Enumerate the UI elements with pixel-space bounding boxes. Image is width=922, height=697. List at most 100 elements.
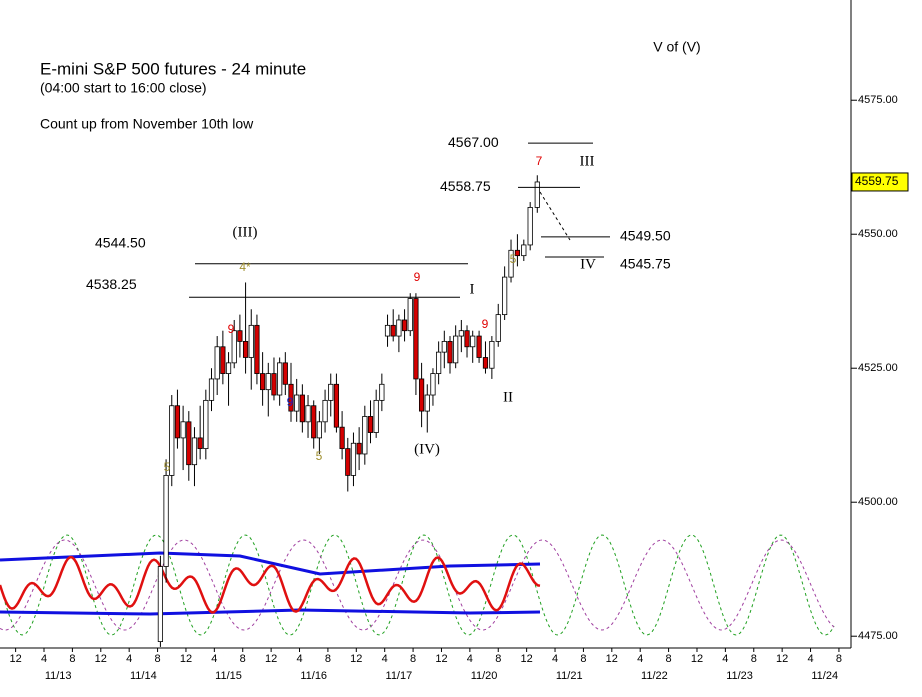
candle-body <box>328 383 334 401</box>
candle-body <box>254 324 260 374</box>
candle-body <box>379 383 385 401</box>
date-label: 11/23 <box>726 670 753 682</box>
level-label: 4549.50 <box>620 228 671 244</box>
x-tick-label: 4 <box>467 653 473 665</box>
candle-body <box>203 399 209 450</box>
candle-body <box>470 335 476 348</box>
x-tick-label: 8 <box>580 653 586 665</box>
candle-body <box>186 421 192 466</box>
x-tick-label: 12 <box>691 653 703 665</box>
x-tick-label: 12 <box>265 653 277 665</box>
wave-label: IV <box>580 256 596 272</box>
candle-body <box>458 330 464 337</box>
x-tick-label: 12 <box>9 653 21 665</box>
wave-label: V of (V) <box>653 39 700 55</box>
candle-body <box>413 298 419 380</box>
x-tick-label: 8 <box>325 653 331 665</box>
date-label: 11/16 <box>300 670 327 682</box>
candle-body <box>508 249 514 278</box>
level-label: 4567.00 <box>448 134 499 150</box>
candle-body <box>265 373 271 391</box>
x-tick-label: 8 <box>410 653 416 665</box>
candle-body <box>277 362 283 396</box>
candle-body <box>163 475 169 567</box>
x-tick-label: 8 <box>155 653 161 665</box>
candle-body <box>534 181 540 208</box>
count-label: 9 <box>414 270 421 284</box>
last-price-box <box>851 172 909 192</box>
count-label: 9 <box>228 322 235 336</box>
date-label: 11/13 <box>45 670 72 682</box>
candle-body <box>407 298 413 332</box>
last-price-label: 4559.75 <box>855 174 899 188</box>
candle-body <box>476 335 482 358</box>
candle-body <box>367 416 374 433</box>
candle-body <box>174 405 181 439</box>
count-label: 5 <box>510 252 517 266</box>
candle-body <box>482 357 489 369</box>
candle-body <box>271 373 277 396</box>
count-label: 9 <box>287 395 294 409</box>
candle-body <box>384 324 391 337</box>
x-tick-label: 4 <box>296 653 302 665</box>
candle-body <box>248 324 254 358</box>
x-tick-label: 12 <box>776 653 788 665</box>
y-tick-label: 4500.00 <box>858 496 898 508</box>
candle-body <box>214 346 220 380</box>
candle-body <box>521 244 527 257</box>
candle-body <box>294 394 300 412</box>
candle-body <box>322 399 328 423</box>
candle-body <box>447 341 453 364</box>
date-label: 11/15 <box>215 670 242 682</box>
candle-body <box>305 405 311 423</box>
count-label: 5 <box>164 460 171 474</box>
candle-body <box>350 442 357 476</box>
candle-body <box>288 383 294 412</box>
wave-label: II <box>503 389 513 405</box>
candle-body <box>191 437 198 466</box>
count-label: 7 <box>536 154 543 168</box>
candle-body <box>527 207 533 246</box>
band-upper <box>0 551 541 576</box>
candle-body <box>169 405 175 476</box>
candle-body <box>157 566 164 642</box>
candle-body <box>311 405 317 439</box>
level-label: 4538.25 <box>86 276 137 292</box>
candle-body <box>180 421 186 439</box>
candle-body <box>299 394 305 423</box>
y-tick-label: 4575.00 <box>858 94 898 106</box>
candle-body <box>231 330 237 364</box>
y-tick-label: 4525.00 <box>858 362 898 374</box>
wave-label: (IV) <box>414 441 440 457</box>
x-tick-label: 4 <box>41 653 47 665</box>
count-label: 4* <box>239 260 251 274</box>
level-label: 4558.75 <box>440 178 491 194</box>
y-tick-label: 4475.00 <box>858 630 898 642</box>
candle-body <box>242 341 249 358</box>
x-tick-label: 8 <box>240 653 246 665</box>
candle-body <box>333 383 340 428</box>
candle-body <box>514 249 521 257</box>
date-label: 11/22 <box>641 670 668 682</box>
x-tick-label: 4 <box>126 653 132 665</box>
x-tick-label: 12 <box>180 653 192 665</box>
candle-body <box>373 399 379 433</box>
x-tick-label: 12 <box>521 653 533 665</box>
candle-body <box>401 319 408 332</box>
candle-body <box>418 378 425 412</box>
candle-body <box>339 426 345 450</box>
candle-body <box>390 324 396 337</box>
candle-body <box>208 378 215 401</box>
candle-body <box>362 416 368 455</box>
candle-body <box>345 448 351 476</box>
candle-body <box>197 437 203 450</box>
x-tick-label: 4 <box>211 653 217 665</box>
x-tick-label: 4 <box>552 653 558 665</box>
candle-body <box>453 335 459 364</box>
candle-body <box>316 421 322 439</box>
wave-label: I <box>470 281 475 297</box>
cycle-green <box>0 534 835 636</box>
date-label: 11/24 <box>811 670 838 682</box>
date-label: 11/20 <box>471 670 498 682</box>
